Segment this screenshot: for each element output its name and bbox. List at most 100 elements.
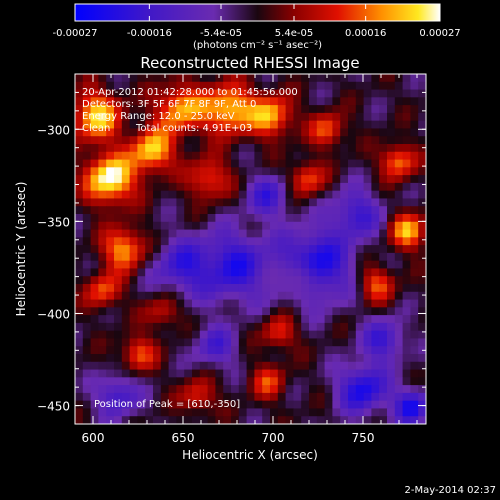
heatmap-cell bbox=[270, 252, 279, 262]
heatmap-cell bbox=[98, 198, 107, 207]
heatmap-cell bbox=[114, 338, 123, 347]
heatmap-cell bbox=[153, 237, 162, 246]
heatmap-cell bbox=[238, 97, 247, 106]
heatmap-cell bbox=[316, 361, 325, 370]
heatmap-cell bbox=[160, 229, 169, 238]
heatmap-cell bbox=[348, 229, 357, 238]
heatmap-cell bbox=[324, 105, 333, 114]
heatmap-cell bbox=[301, 284, 310, 293]
heatmap-cell bbox=[106, 167, 115, 176]
heatmap-cell bbox=[309, 198, 318, 207]
heatmap-cell bbox=[98, 322, 107, 332]
heatmap-cell bbox=[184, 128, 193, 137]
heatmap-cell bbox=[129, 268, 138, 277]
heatmap-cell bbox=[348, 237, 357, 246]
heatmap-cell bbox=[215, 175, 224, 184]
heatmap-cell bbox=[301, 354, 310, 363]
heatmap-cell bbox=[355, 229, 364, 238]
heatmap-cell bbox=[270, 330, 279, 339]
heatmap-cell bbox=[98, 284, 107, 293]
heatmap-cell bbox=[98, 81, 107, 90]
heatmap-cell bbox=[231, 400, 240, 409]
y-axis-label: Heliocentric Y (arcsec) bbox=[14, 182, 28, 317]
heatmap-cell bbox=[387, 400, 396, 409]
heatmap-cell bbox=[301, 252, 310, 262]
heatmap-cell bbox=[129, 369, 138, 378]
heatmap-cell bbox=[301, 346, 310, 355]
heatmap-cell bbox=[160, 237, 169, 246]
heatmap-cell bbox=[121, 330, 130, 339]
heatmap-cell bbox=[301, 237, 310, 246]
heatmap-cell bbox=[309, 190, 318, 199]
heatmap-cell bbox=[348, 354, 357, 363]
heatmap-cell bbox=[82, 198, 91, 207]
heatmap-cell bbox=[410, 175, 419, 184]
heatmap-cell bbox=[301, 112, 310, 122]
heatmap-cell bbox=[387, 245, 396, 254]
heatmap-cell bbox=[371, 369, 380, 378]
heatmap-cell bbox=[262, 330, 271, 339]
heatmap-cell bbox=[262, 245, 271, 254]
heatmap-cell bbox=[153, 330, 162, 339]
heatmap-cell bbox=[340, 260, 349, 269]
heatmap-cell bbox=[106, 252, 115, 262]
heatmap-cell bbox=[246, 182, 255, 192]
heatmap-cell bbox=[324, 385, 333, 394]
heatmap-cell bbox=[394, 369, 403, 378]
heatmap-cell bbox=[106, 385, 115, 394]
heatmap-cell bbox=[98, 237, 107, 246]
heatmap-cell bbox=[262, 206, 271, 215]
heatmap-cell bbox=[238, 322, 247, 332]
heatmap-cell bbox=[90, 198, 99, 207]
heatmap-cell bbox=[246, 151, 255, 160]
heatmap-cell bbox=[223, 245, 232, 254]
heatmap-cell bbox=[106, 330, 115, 339]
heatmap-cell bbox=[379, 330, 388, 339]
heatmap-cell bbox=[231, 190, 240, 199]
heatmap-cell bbox=[153, 74, 162, 83]
heatmap-cell bbox=[363, 400, 372, 409]
heatmap-cell bbox=[316, 112, 325, 122]
heatmap-cell bbox=[246, 128, 255, 137]
heatmap-cell bbox=[129, 190, 138, 199]
heatmap-cell bbox=[98, 346, 107, 355]
heatmap-cell bbox=[160, 315, 169, 324]
heatmap-cell bbox=[418, 105, 426, 114]
heatmap-cell bbox=[207, 392, 216, 402]
heatmap-cell bbox=[238, 159, 247, 168]
heatmap-cell bbox=[238, 260, 247, 269]
heatmap-cell bbox=[270, 338, 279, 347]
heatmap-cell bbox=[309, 354, 318, 363]
heatmap-cell bbox=[207, 377, 216, 386]
heatmap-cell bbox=[199, 330, 208, 339]
heatmap-cell bbox=[348, 377, 357, 386]
heatmap-cell bbox=[316, 136, 325, 145]
heatmap-cell bbox=[153, 377, 162, 386]
heatmap-cell bbox=[270, 392, 279, 402]
heatmap-cell bbox=[176, 299, 185, 308]
heatmap-cell bbox=[176, 416, 185, 424]
heatmap-cell bbox=[394, 322, 403, 332]
heatmap-cell bbox=[355, 307, 364, 316]
heatmap-cell bbox=[402, 237, 411, 246]
heatmap-cell bbox=[98, 315, 107, 324]
heatmap-cell bbox=[160, 97, 169, 106]
heatmap-cell bbox=[207, 128, 216, 137]
heatmap-cell bbox=[90, 221, 99, 230]
heatmap-cell bbox=[340, 354, 349, 363]
heatmap-cell bbox=[371, 151, 380, 160]
heatmap-cell bbox=[82, 128, 91, 137]
heatmap-cell bbox=[82, 338, 91, 347]
heatmap-cell bbox=[309, 291, 318, 300]
heatmap-cell bbox=[176, 120, 185, 129]
heatmap-cell bbox=[340, 416, 349, 424]
heatmap-cell bbox=[145, 338, 154, 347]
heatmap-cell bbox=[394, 400, 403, 409]
heatmap-cell bbox=[371, 136, 380, 145]
heatmap-cell bbox=[160, 167, 169, 176]
heatmap-cell bbox=[332, 307, 341, 316]
heatmap-cell bbox=[371, 392, 380, 402]
heatmap-cell bbox=[387, 276, 396, 285]
heatmap-cell bbox=[75, 245, 84, 254]
heatmap-cell bbox=[363, 128, 372, 137]
